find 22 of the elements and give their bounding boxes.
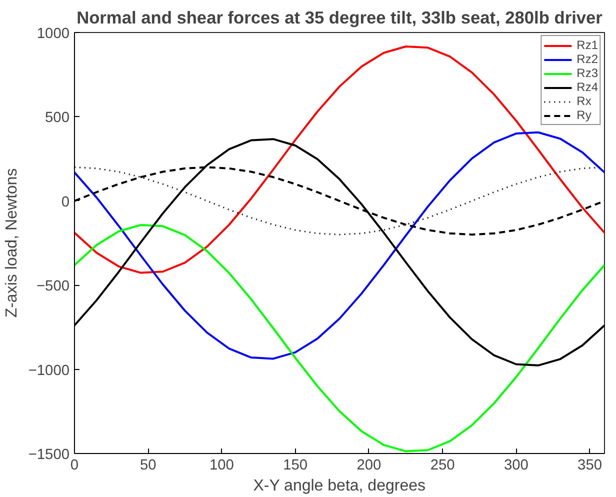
x-tick-label: 100 (209, 458, 234, 474)
y-axis-title: Z-axis load, Newtons (3, 168, 20, 318)
y-tick-label: −500 (36, 278, 70, 295)
legend-label: Rz2 (576, 52, 598, 66)
y-tick-label: 0 (61, 194, 70, 210)
y-tick-label: −1000 (28, 362, 70, 379)
legend-label: Rx (576, 94, 592, 108)
x-tick-label: 200 (356, 458, 382, 474)
x-axis-title: X-Y angle beta, degrees (253, 478, 426, 494)
x-tick-label: 300 (504, 458, 528, 474)
legend-label: Rz4 (576, 80, 598, 94)
legend-label: Ry (576, 108, 592, 122)
legend-label: Rz1 (576, 38, 598, 52)
y-tick-label: −1500 (28, 447, 70, 463)
y-tick-label: 1000 (36, 26, 70, 42)
chart-title: Normal and shear forces at 35 degree tilt, 33lb seat, 280lb driver (76, 8, 603, 28)
x-tick-label: 150 (283, 458, 308, 474)
x-tick-label: 50 (140, 458, 156, 474)
legend-label: Rz3 (576, 66, 598, 80)
x-tick-label: 350 (578, 458, 602, 474)
x-tick-label: 250 (430, 458, 455, 474)
y-tick-label: 500 (45, 110, 70, 126)
